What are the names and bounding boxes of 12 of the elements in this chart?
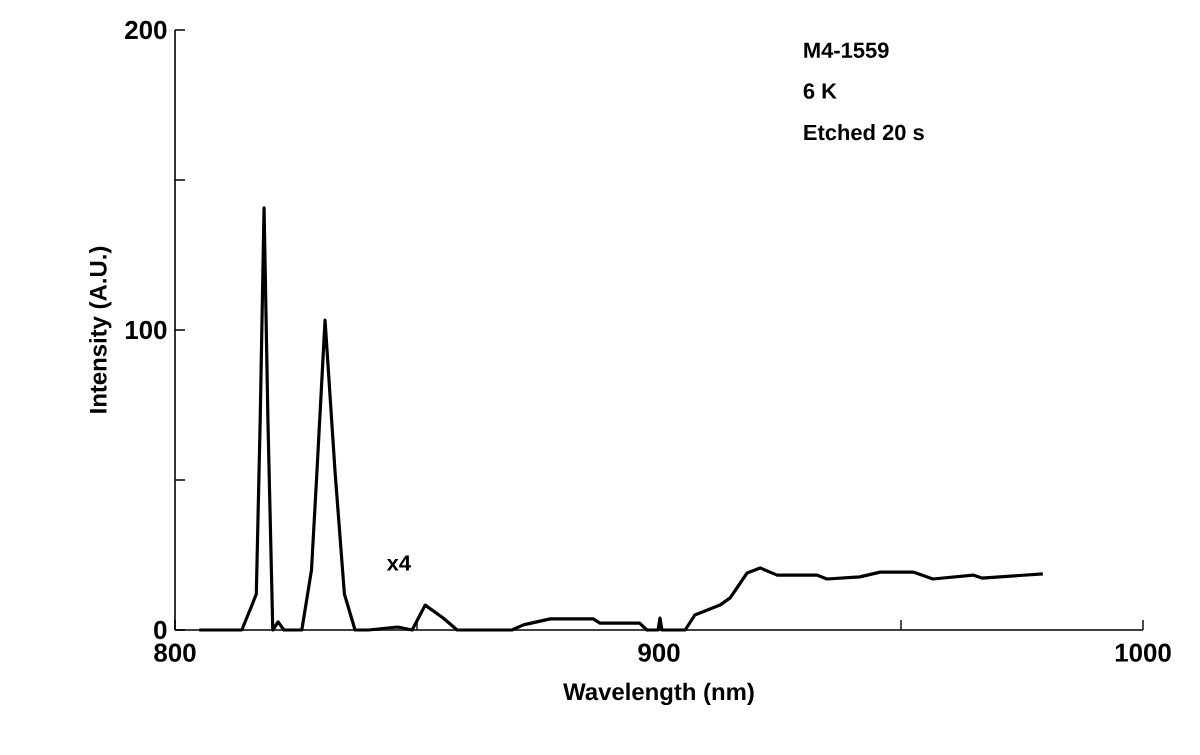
- annotation: 6 K: [803, 83, 837, 99]
- annotation: Etched 20 s: [804, 124, 924, 141]
- y-axis-title: Intensity (A.U.): [89, 246, 112, 413]
- x-tick-label: 800: [154, 643, 196, 662]
- annotation: M4-1559: [804, 42, 889, 59]
- y-tick-label: 200: [125, 20, 167, 40]
- annotation: x4: [386, 555, 411, 571]
- y-tick-label: 100: [125, 320, 167, 340]
- y-tick-label: 0: [154, 620, 167, 640]
- x-tick-label: 1000: [1115, 643, 1171, 662]
- x-axis-title: Wavelength (nm): [563, 682, 754, 706]
- x-tick-label: 900: [638, 643, 680, 662]
